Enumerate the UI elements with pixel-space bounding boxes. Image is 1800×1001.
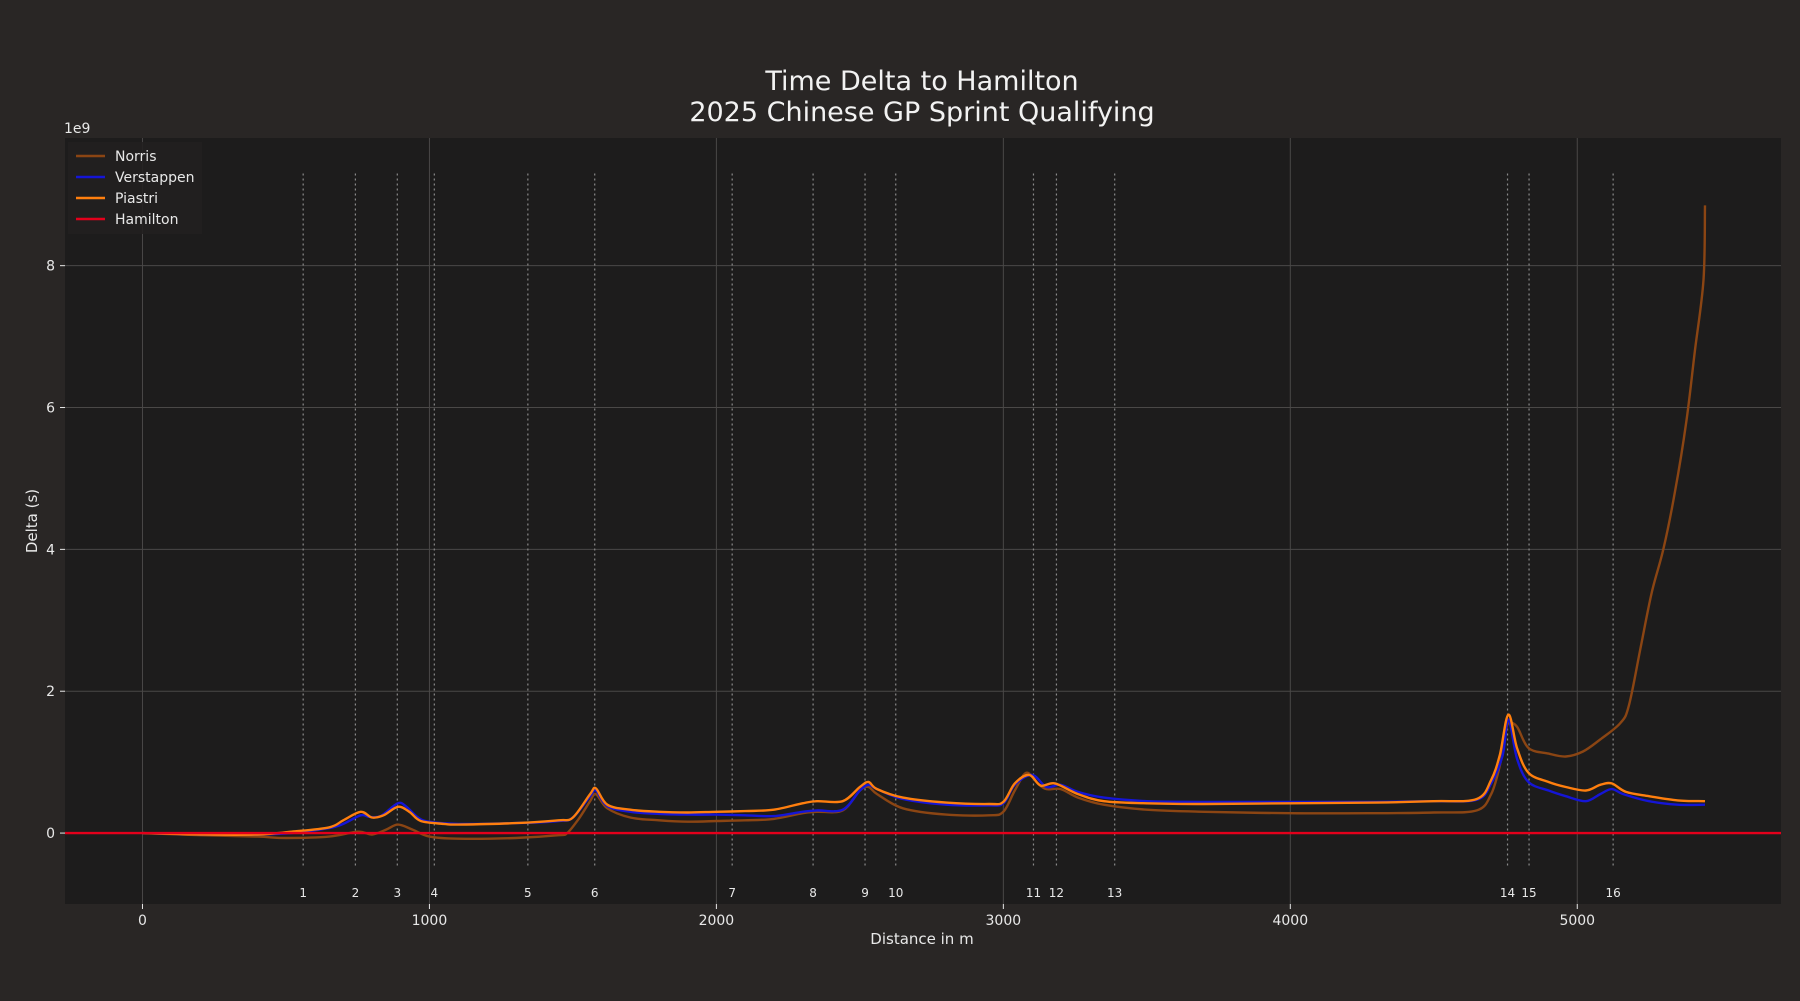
corner-label-11: 11 (1026, 886, 1041, 900)
corner-label-16: 16 (1605, 886, 1620, 900)
x-axis-ticks: 0 1000 2000 3000 4000 5000 (138, 904, 1595, 929)
y-offset-label: 1e9 (64, 121, 90, 137)
corner-markers (302, 173, 1614, 869)
corner-label-5: 5 (524, 886, 532, 900)
corner-label-14: 14 (1500, 886, 1515, 900)
series-layer (65, 205, 1781, 841)
corner-label-2: 2 (352, 886, 360, 900)
y-axis-label: Delta (s) (23, 489, 41, 553)
corner-label-13: 13 (1107, 886, 1122, 900)
corner-label-10: 10 (888, 886, 903, 900)
chart-subtitle: 2025 Chinese GP Sprint Qualifying (689, 97, 1154, 128)
legend-label-piastri: Piastri (115, 191, 158, 207)
corner-label-6: 6 (591, 886, 599, 900)
series-line-piastri (142, 713, 1706, 836)
x-tick-label-5: 5000 (1559, 913, 1595, 929)
y-tick-label-0: 0 (46, 826, 55, 842)
x-tick-label-3: 3000 (986, 913, 1022, 929)
x-axis-label: Distance in m (870, 930, 973, 948)
corner-labels: 1 2 3 4 5 6 7 8 9 10 11 12 13 14 15 16 (299, 886, 1620, 900)
legend-label-norris: Norris (115, 149, 157, 165)
x-tick-label-1: 1000 (412, 913, 448, 929)
chart-title: Time Delta to Hamilton (764, 66, 1078, 97)
corner-label-15: 15 (1521, 886, 1536, 900)
y-tick-label-4: 8 (46, 259, 55, 275)
corner-label-1: 1 (299, 886, 307, 900)
corner-label-7: 7 (728, 886, 736, 900)
legend-label-hamilton: Hamilton (115, 212, 178, 228)
corner-label-9: 9 (861, 886, 869, 900)
y-tick-label-2: 4 (46, 542, 55, 558)
corner-label-8: 8 (809, 886, 817, 900)
x-tick-label-2: 2000 (699, 913, 735, 929)
corner-label-4: 4 (430, 886, 438, 900)
corner-label-3: 3 (393, 886, 401, 900)
y-tick-label-1: 2 (46, 684, 55, 700)
y-tick-label-3: 6 (46, 401, 55, 417)
x-tick-label-0: 0 (138, 913, 147, 929)
y-axis-ticks: 0 2 4 6 8 (46, 259, 65, 842)
legend-label-verstappen: Verstappen (115, 170, 194, 186)
x-tick-label-4: 4000 (1272, 913, 1308, 929)
series-line-norris (142, 205, 1707, 841)
corner-label-12: 12 (1049, 886, 1064, 900)
legend: Norris Verstappen Piastri Hamilton (68, 142, 202, 234)
plot-area (65, 138, 1781, 904)
